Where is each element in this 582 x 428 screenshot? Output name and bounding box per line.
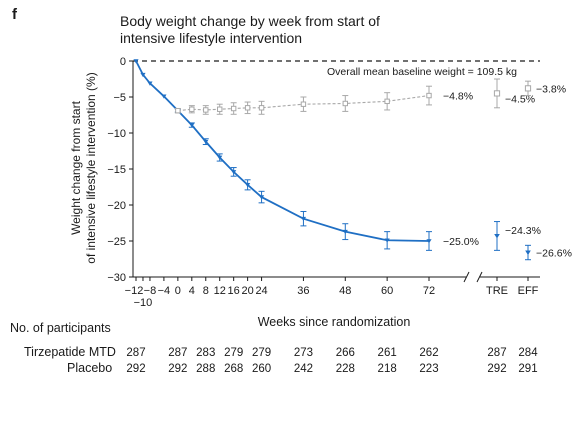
participant-count-tirzepatide: 284 — [518, 347, 538, 359]
participant-count-placebo: 260 — [252, 363, 271, 375]
data-point-tirzepatide — [245, 183, 251, 188]
data-point-tirzepatide — [258, 195, 265, 200]
y-tick-label: −10 — [107, 128, 126, 140]
participant-count-placebo: 291 — [518, 363, 537, 375]
data-point-tirzepatide — [189, 123, 195, 128]
y-tick-label: −25 — [107, 236, 126, 248]
y-tick-label: −5 — [113, 92, 126, 104]
data-point-placebo — [217, 106, 223, 112]
x-tick-label: 60 — [381, 285, 393, 297]
data-point-placebo — [189, 106, 195, 112]
data-point-tirzepatide — [231, 170, 237, 175]
x-tick-label: 0 — [175, 285, 181, 297]
baseline-annotation: Overall mean baseline weight = 109.5 kg — [327, 66, 517, 78]
series-line-placebo — [177, 95, 430, 112]
data-point-placebo — [230, 105, 237, 112]
participants-row-label-tirzepatide: Tirzepatide MTD — [24, 345, 116, 359]
data-point-placebo-tre — [493, 90, 501, 97]
data-point-tirzepatide — [203, 139, 209, 145]
participant-count-placebo: 218 — [378, 363, 397, 375]
y-tick-label: 0 — [120, 56, 126, 68]
data-point-placebo — [244, 105, 251, 111]
data-point-placebo — [384, 98, 390, 105]
participant-count-tirzepatide: 273 — [294, 347, 313, 359]
data-point-tirzepatide — [300, 216, 307, 222]
data-point-tirzepatide-tre — [494, 233, 500, 239]
x-tick-label: −12 — [125, 285, 144, 297]
data-point-tirzepatide-eff — [525, 250, 531, 256]
chart-title: Body weight change by week from start of… — [120, 13, 380, 46]
y-tick-label: −20 — [107, 200, 126, 212]
participant-count-tirzepatide: 261 — [378, 347, 397, 359]
x-tick-label: −4 — [158, 285, 171, 297]
end-label-tirzepatide: −25.0% — [443, 236, 479, 248]
participant-count-tirzepatide: 287 — [168, 347, 187, 359]
participant-count-placebo: 292 — [126, 363, 145, 375]
participant-count-tirzepatide: 283 — [196, 347, 215, 359]
x-tick-label: 48 — [339, 285, 351, 297]
data-point-tirzepatide — [140, 72, 146, 78]
x-tick-label: 8 — [203, 285, 209, 297]
x-tick-label: 12 — [214, 285, 226, 297]
y-tick-label: −15 — [107, 164, 126, 176]
data-point-placebo — [258, 105, 265, 111]
x-tick-label: 16 — [228, 285, 240, 297]
participant-count-placebo: 268 — [224, 363, 243, 375]
y-tick-label: −30 — [107, 272, 126, 284]
x-tick-label: 72 — [423, 285, 435, 297]
data-point-tirzepatide — [217, 155, 223, 160]
y-axis-label-line: Weight change from start — [69, 100, 83, 235]
data-point-tirzepatide — [133, 59, 139, 64]
panel-letter: f — [12, 6, 17, 23]
category-label-placebo-tre: −4.5% — [505, 93, 535, 105]
data-point-tirzepatide — [147, 81, 153, 86]
data-point-placebo — [300, 101, 307, 107]
participant-count-placebo: 292 — [487, 363, 506, 375]
x-tick-label: −8 — [144, 285, 157, 297]
participants-row-label-placebo: Placebo — [67, 361, 113, 375]
data-point-tirzepatide — [161, 94, 167, 99]
data-point-placebo — [203, 107, 209, 113]
y-axis-label: Weight change from startof intensive lif… — [69, 72, 98, 263]
participant-count-tirzepatide: 287 — [487, 347, 506, 359]
participants-header: No. of participants — [10, 321, 111, 335]
end-label-placebo: −4.8% — [443, 91, 473, 103]
participant-count-placebo: 242 — [294, 363, 313, 375]
data-point-tirzepatide — [384, 238, 390, 243]
data-point-placebo — [175, 107, 181, 114]
participant-count-placebo: 288 — [196, 363, 215, 375]
x-tick-label: TRE — [486, 285, 508, 297]
participant-count-placebo: 223 — [419, 363, 438, 375]
x-tick-label: EFF — [518, 285, 539, 297]
data-point-tirzepatide — [426, 239, 432, 244]
category-label-tirzepatide-tre: −24.3% — [505, 225, 541, 237]
participant-count-placebo: 228 — [336, 363, 355, 375]
axis-break-mark — [476, 271, 483, 283]
x-tick-label: 36 — [297, 285, 309, 297]
participant-count-tirzepatide: 279 — [252, 347, 271, 359]
axis-break-mark — [463, 271, 470, 283]
data-point-placebo — [342, 100, 348, 107]
x-tick-label: 24 — [255, 285, 267, 297]
participant-count-tirzepatide: 262 — [419, 347, 438, 359]
y-axis-label-line: of intensive lifestyle intervention (%) — [84, 72, 98, 263]
data-point-placebo — [426, 92, 432, 99]
participant-count-tirzepatide: 287 — [126, 347, 145, 359]
x-tick-label: 20 — [241, 285, 253, 297]
participant-count-tirzepatide: 279 — [224, 347, 243, 359]
participant-count-placebo: 292 — [168, 363, 187, 375]
x-tick-label: −10 — [134, 297, 153, 309]
x-axis-label: Weeks since randomization — [258, 315, 411, 329]
category-label-placebo-eff: −3.8% — [536, 83, 566, 95]
category-label-tirzepatide-eff: −26.6% — [536, 248, 572, 260]
x-tick-label: 4 — [189, 285, 195, 297]
series-line-tirzepatide — [135, 60, 430, 242]
data-point-placebo-eff — [524, 85, 532, 92]
data-point-tirzepatide — [342, 229, 348, 235]
participant-count-tirzepatide: 266 — [336, 347, 355, 359]
